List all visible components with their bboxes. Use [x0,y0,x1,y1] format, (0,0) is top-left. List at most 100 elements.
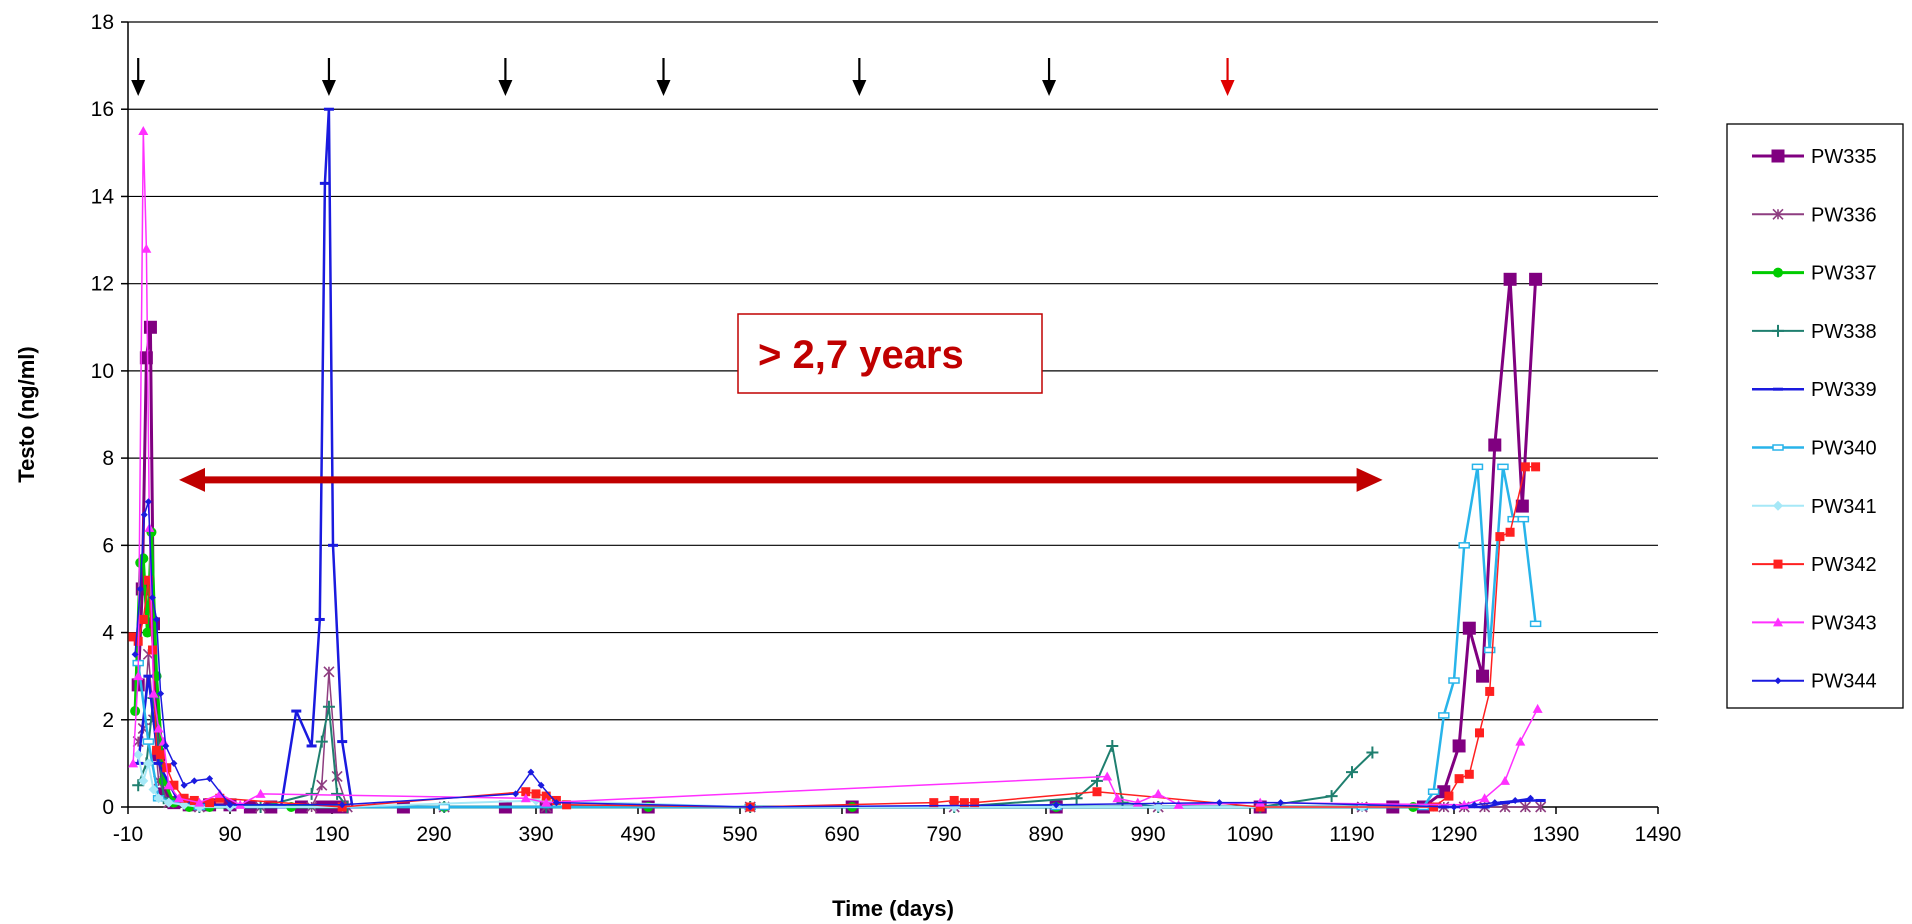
legend-item-pw336: PW336 [1752,204,1877,226]
arrow-head [1220,80,1235,96]
data-point [1527,794,1534,802]
legend-marker [1773,617,1783,627]
x-tick-label: 690 [824,823,859,846]
x-tick-label: 190 [314,823,349,846]
data-point [929,798,939,808]
data-point [194,797,205,807]
data-point [138,614,148,624]
data-point [319,181,330,185]
data-point [1255,802,1265,812]
data-point [133,749,144,760]
series-pw336 [132,648,1547,813]
data-point [1458,542,1470,549]
data-point [1520,798,1531,802]
data-point [1427,788,1440,795]
data-point [541,797,552,807]
y-tick-label: 18 [91,11,114,34]
data-point [1532,703,1543,713]
data-point [1454,774,1464,784]
data-point [1153,802,1164,812]
data-point [338,801,346,809]
data-point [1479,805,1490,809]
data-point [1475,728,1484,738]
legend-item-pw339: PW339 [1752,379,1877,401]
data-point [531,789,541,799]
data-point [521,787,531,797]
arrow-head [852,80,867,96]
data-point [144,498,152,506]
double-arrow-right-head [1356,467,1383,492]
x-tick-label: 1290 [1431,823,1478,846]
data-point [322,700,335,713]
data-point [1495,532,1505,542]
data-point [180,781,188,789]
series-line [136,465,1537,809]
data-point [143,320,157,334]
data-point [520,793,531,803]
data-point [1531,462,1541,472]
data-point [179,793,189,803]
data-point [1535,798,1546,802]
data-point [1497,463,1509,471]
data-point [163,797,174,808]
data-point [1452,739,1466,753]
legend-label: PW342 [1811,554,1877,576]
data-point [315,735,328,748]
data-point [1277,799,1285,807]
y-tick-label: 16 [91,98,114,121]
data-point [133,671,144,681]
data-point [128,632,138,642]
injection-arrow [1042,58,1057,96]
data-point [1450,803,1458,811]
x-tick-label: 590 [722,823,757,846]
legend-marker [1772,444,1784,451]
y-tick-label: 6 [102,534,114,557]
data-point [215,793,225,803]
y-tick-label: 4 [102,622,114,645]
y-tick-label: 12 [91,273,114,296]
data-point [1476,669,1490,683]
data-point [190,777,198,785]
data-point [1462,621,1476,635]
x-tick-label: 390 [518,823,553,846]
data-point [153,761,164,765]
data-point [562,800,572,810]
data-point [133,761,144,765]
data-point [1529,620,1542,628]
data-point [337,740,348,744]
data-point [128,758,139,768]
data-point [141,243,152,253]
legend-label: PW337 [1811,263,1877,285]
data-point [1092,787,1102,797]
legend-box [1726,123,1904,709]
data-point [1529,272,1543,286]
data-point [949,795,959,805]
x-tick-label: 90 [218,823,241,846]
data-point [323,666,335,678]
data-point [138,553,149,564]
data-point [1479,793,1490,803]
data-point [153,615,161,623]
data-point [1500,775,1510,785]
data-point [1491,799,1499,807]
data-point [1511,796,1519,804]
x-tick-label: 1390 [1533,823,1580,846]
y-axis-title: Testo (ng/ml) [14,346,39,482]
data-point [323,107,334,111]
arrow-head [1042,80,1057,96]
data-point [153,723,164,733]
legend-label: PW344 [1811,671,1877,693]
annotation-layer [131,58,1383,492]
series-pw344 [131,498,1534,811]
data-point [205,798,215,808]
data-point [143,674,154,678]
data-point [136,585,144,593]
data-point [1488,438,1502,452]
legend-marker [1773,559,1783,569]
injection-arrow [852,58,867,96]
data-point [331,787,344,800]
data-point [1325,790,1338,803]
data-point [970,798,980,808]
